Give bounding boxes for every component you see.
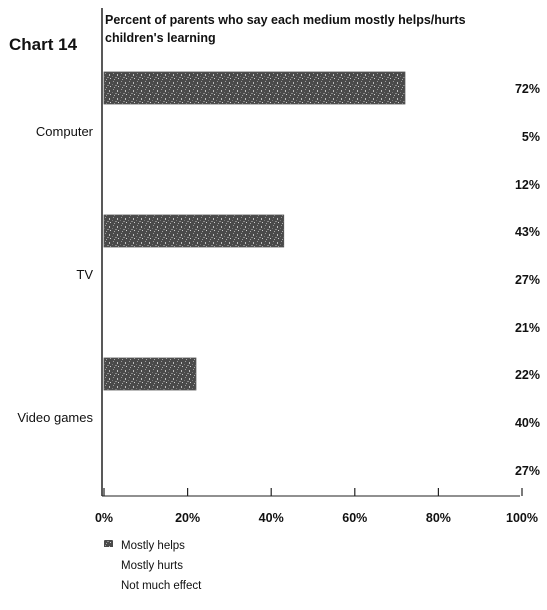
legend-swatch — [104, 580, 113, 587]
value-label: 27% — [515, 464, 540, 478]
legend-swatch — [104, 540, 113, 547]
category-label: Video games — [17, 410, 93, 425]
chart-title-group: Chart 14 Percent of parents who say each… — [9, 13, 466, 54]
chart-title-line-1: Percent of parents who say each medium m… — [105, 13, 466, 27]
x-axis-ticks: 0% 20% 40% 60% 80% 100% — [95, 488, 538, 525]
value-label: 12% — [515, 178, 540, 192]
bar-mostly-hurts — [104, 406, 272, 438]
x-tick-label: 40% — [259, 511, 284, 525]
legend-label: Mostly helps — [121, 540, 185, 552]
value-label: 21% — [515, 321, 540, 335]
bar-not-much-effect — [104, 311, 192, 343]
legend-label: Mostly hurts — [121, 560, 183, 572]
chart-title-line-2: children's learning — [105, 31, 216, 45]
category-labels: Computer TV Video games — [17, 124, 93, 425]
bar-not-much-effect — [104, 454, 217, 486]
x-tick-label: 60% — [342, 511, 367, 525]
bar-mostly-helps — [103, 71, 406, 105]
value-label: 43% — [515, 225, 540, 239]
category-label: TV — [76, 267, 93, 282]
legend: Mostly helps Mostly hurts Not much effect — [104, 540, 202, 592]
legend-swatch — [104, 560, 113, 567]
bar-mostly-helps — [103, 357, 197, 391]
x-tick-label: 80% — [426, 511, 451, 525]
value-label: 5% — [522, 130, 540, 144]
bar-mostly-helps — [103, 214, 285, 248]
x-tick-label: 0% — [95, 511, 113, 525]
x-tick-label: 20% — [175, 511, 200, 525]
chart-number: Chart 14 — [9, 35, 78, 54]
value-label: 72% — [515, 82, 540, 96]
value-label: 22% — [515, 368, 540, 382]
value-labels: 72% 5% 12% 43% 27% 21% 22% 40% 27% — [515, 82, 540, 478]
bar-mostly-hurts — [104, 120, 125, 152]
value-label: 27% — [515, 273, 540, 287]
value-label: 40% — [515, 416, 540, 430]
bars-group — [103, 71, 406, 486]
legend-label: Not much effect — [121, 580, 202, 592]
x-tick-label: 100% — [506, 511, 538, 525]
bar-not-much-effect — [104, 168, 155, 200]
bar-mostly-hurts — [104, 263, 217, 295]
category-label: Computer — [36, 124, 94, 139]
